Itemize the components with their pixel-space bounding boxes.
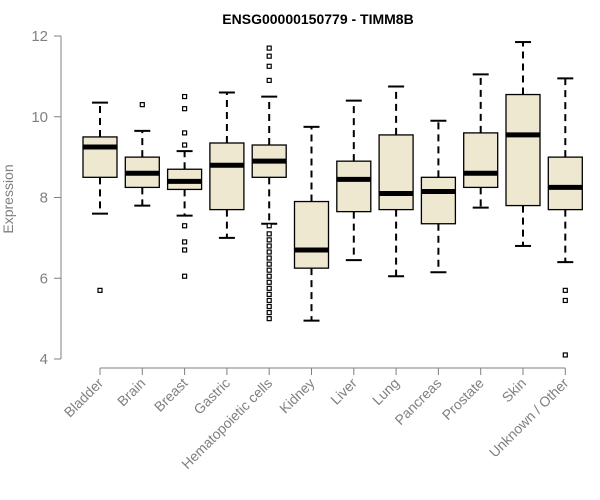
outlier-point <box>97 287 103 293</box>
outlier-point <box>266 316 272 322</box>
x-tick-label: Prostate <box>439 375 487 423</box>
iqr-box <box>505 93 541 207</box>
x-tick-label: Bladder <box>61 375 107 421</box>
box-liver <box>336 99 372 262</box>
outlier-point <box>182 239 188 245</box>
outlier-point <box>182 247 188 253</box>
x-tick-label: Brain <box>114 375 148 409</box>
y-axis-label: Expression <box>0 164 16 233</box>
outlier-point <box>266 291 272 297</box>
outlier-point <box>182 142 188 148</box>
y-tick-label: 6 <box>40 270 48 287</box>
outlier-point <box>182 106 188 112</box>
outlier-point <box>266 303 272 310</box>
box-skin <box>505 41 541 247</box>
outlier-point <box>562 352 568 358</box>
box-prostate <box>463 73 499 209</box>
iqr-box <box>547 156 583 211</box>
outlier-point <box>266 279 272 285</box>
x-tick-label: Skin <box>499 375 530 406</box>
outlier-point <box>182 273 188 279</box>
x-tick-label: Pancreas <box>391 375 444 428</box>
outlier-point <box>266 267 272 273</box>
box-hematopoietic-cells <box>251 45 287 322</box>
outlier-point <box>562 297 568 304</box>
outlier-point <box>266 231 272 237</box>
box-bladder <box>82 101 118 293</box>
y-tick-label: 12 <box>31 28 48 45</box>
outlier-point <box>266 273 272 279</box>
outlier-point <box>266 249 272 255</box>
iqr-box <box>293 200 330 269</box>
outlier-point <box>266 45 272 51</box>
outlier-point <box>266 255 272 261</box>
box-brain <box>124 102 160 207</box>
y-tick-label: 10 <box>31 109 48 126</box>
y-tick-label: 8 <box>40 190 48 207</box>
outlier-point <box>266 237 272 243</box>
iqr-box <box>463 132 499 189</box>
outlier-point <box>182 93 188 100</box>
box-kidney <box>293 125 330 322</box>
x-tick-label: Lung <box>369 375 402 408</box>
box-breast <box>166 93 203 279</box>
x-tick-label: Kidney <box>276 375 318 417</box>
outlier-point <box>266 63 272 69</box>
outlier-point <box>182 130 188 136</box>
x-tick-label: Breast <box>151 375 191 415</box>
iqr-box <box>378 134 414 211</box>
iqr-box <box>336 160 372 213</box>
outlier-point <box>266 243 272 249</box>
x-tick-label: Unknown / Other <box>486 375 572 461</box>
outlier-point <box>266 261 272 267</box>
boxes <box>82 41 583 358</box>
chart-title: ENSG00000150779 - TIMM8B <box>222 11 413 27</box>
box-pancreas <box>420 119 457 274</box>
outlier-point <box>139 102 145 108</box>
outlier-point <box>266 77 272 84</box>
iqr-box <box>82 136 118 178</box>
outlier-point <box>182 223 188 229</box>
x-tick-label: Liver <box>327 375 360 408</box>
outlier-point <box>266 309 272 316</box>
outlier-point <box>562 287 568 293</box>
box-unknown-other <box>547 77 583 358</box>
outlier-point <box>266 297 272 304</box>
y-tick-label: 4 <box>40 351 48 368</box>
outlier-point <box>266 285 272 291</box>
iqr-box <box>420 176 457 225</box>
box-lung <box>378 85 414 278</box>
box-gastric <box>209 91 245 239</box>
y-axis: 4 6 8 10 12 <box>31 28 62 368</box>
iqr-box <box>209 142 245 211</box>
outlier-point <box>266 53 272 59</box>
outlier-point <box>266 223 272 229</box>
